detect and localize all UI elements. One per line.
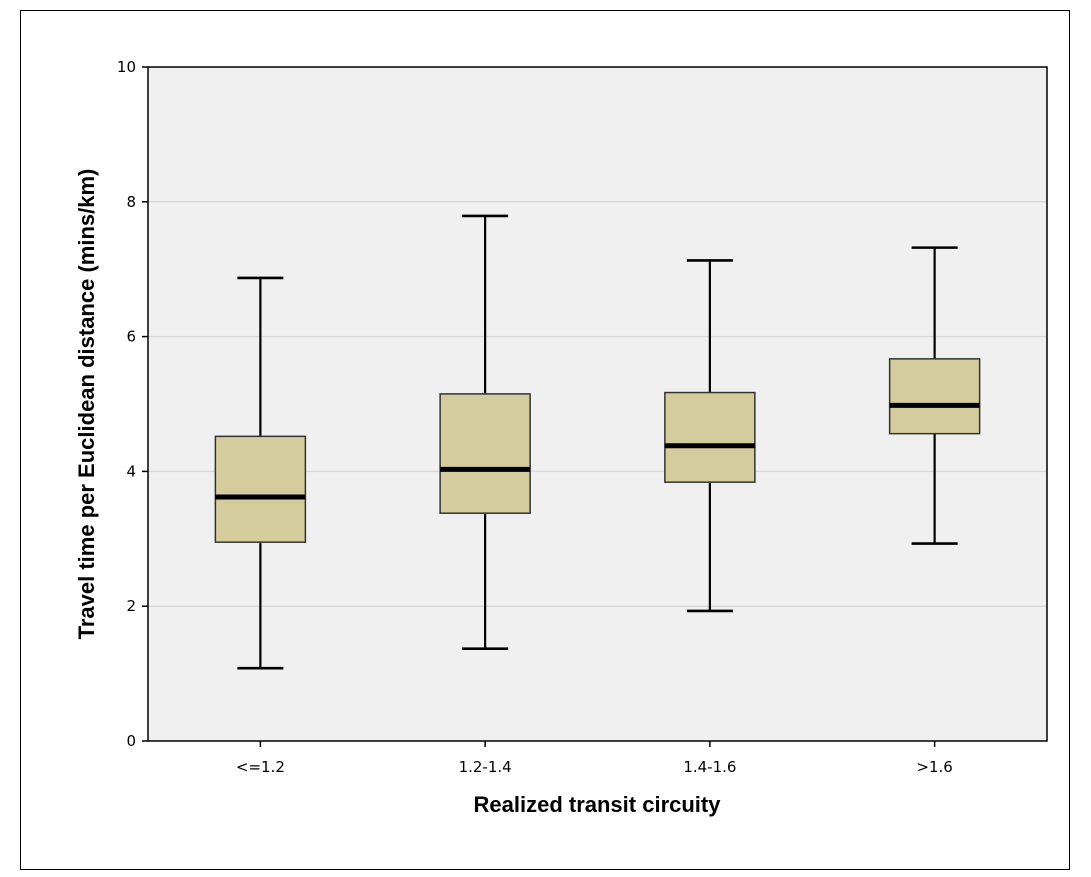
box-group-2 bbox=[664, 259, 756, 613]
y-axis-title: Travel time per Euclidean distance (mins… bbox=[74, 169, 99, 640]
x-tick-label-0: <=1.2 bbox=[236, 758, 285, 776]
x-axis-title: Realized transit circuity bbox=[474, 792, 722, 817]
y-tick-label-0: 0 bbox=[126, 732, 136, 750]
box-group-0 bbox=[214, 276, 307, 670]
iqr-box-0 bbox=[214, 435, 307, 543]
x-tick-label-3: >1.6 bbox=[916, 758, 952, 776]
box-group-3 bbox=[888, 246, 981, 545]
y-tick-label-4: 4 bbox=[126, 462, 136, 480]
y-tick-label-10: 10 bbox=[117, 58, 136, 76]
plot-border bbox=[147, 66, 1048, 742]
boxes bbox=[214, 214, 981, 670]
x-tick-label-2: 1.4-1.6 bbox=[683, 758, 736, 776]
iqr-box-3 bbox=[888, 358, 981, 435]
iqr-box-1 bbox=[439, 393, 531, 514]
box-group-1 bbox=[439, 214, 531, 650]
axes: 0 2 4 6 8 10 <=1.2 1.2-1.4 1.4-1.6 >1.6 bbox=[117, 58, 953, 776]
y-tick-label-8: 8 bbox=[126, 193, 136, 211]
iqr-box-2 bbox=[664, 391, 756, 483]
y-tick-label-2: 2 bbox=[126, 597, 136, 615]
x-tick-label-1: 1.2-1.4 bbox=[459, 758, 512, 776]
y-tick-label-6: 6 bbox=[126, 328, 136, 346]
